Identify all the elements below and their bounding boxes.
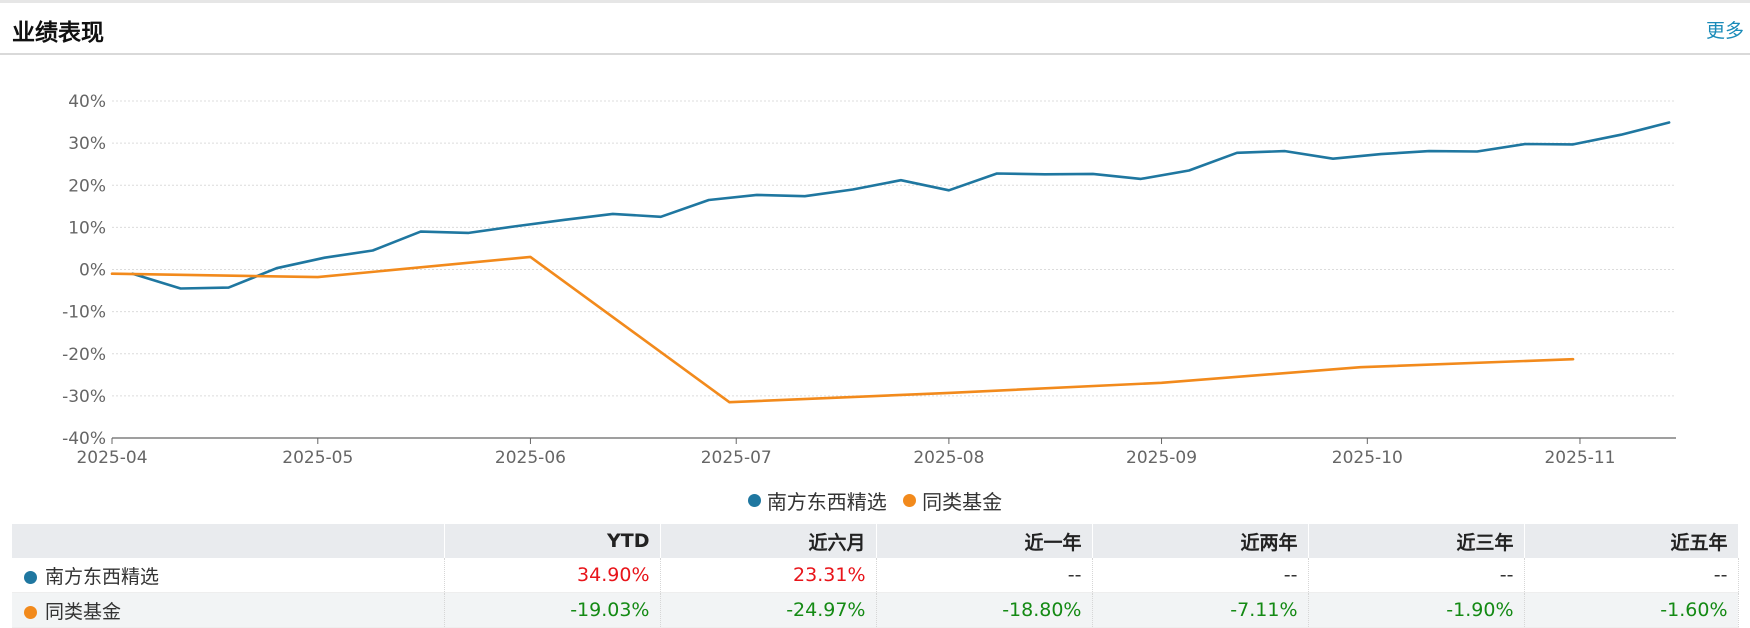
column-header: 近五年: [1524, 524, 1739, 558]
y-tick-label: 20%: [68, 176, 106, 196]
value-cell: -7.11%: [1092, 592, 1309, 628]
y-tick-label: -10%: [62, 303, 106, 323]
y-tick-label: -20%: [62, 345, 106, 365]
row-name: 同类基金: [45, 600, 122, 623]
y-tick-label: -40%: [62, 429, 106, 449]
row-marker-peer: [24, 605, 37, 619]
value-cell: 23.31%: [660, 558, 877, 593]
table-header-row: YTD 近六月 近一年 近两年 近三年 近五年: [12, 524, 1739, 558]
column-header: 近一年: [876, 524, 1093, 558]
section-header: 业绩表现 更多: [0, 3, 1750, 55]
x-tick-label: 2025-04: [76, 448, 147, 468]
y-tick-label: -30%: [62, 387, 106, 407]
row-name: 南方东西精选: [45, 565, 160, 588]
table-row: 同类基金 -19.03% -24.97% -18.80% -7.11% -1.9…: [12, 592, 1739, 628]
y-tick-label: 40%: [68, 92, 106, 112]
section-title: 业绩表现: [12, 20, 104, 46]
performance-table: YTD 近六月 近一年 近两年 近三年 近五年 南方东西精选 34.90% 23…: [12, 524, 1739, 628]
value-cell: -18.80%: [876, 592, 1093, 628]
column-header: 近三年: [1308, 524, 1525, 558]
legend-label-fund: 南方东西精选: [766, 490, 887, 514]
legend-label-peer: 同类基金: [922, 490, 1003, 514]
x-tick-label: 2025-08: [913, 448, 984, 468]
value-cell: -1.60%: [1524, 592, 1739, 628]
performance-line-chart: -40% -30% -20% -10% 0% 10% 20% 30% 40% 2025-04 202…: [62, 92, 1676, 468]
row-name-cell: 同类基金: [12, 592, 445, 628]
y-tick-label: 0%: [79, 261, 106, 281]
value-cell: --: [1524, 558, 1739, 593]
column-header: 近六月: [660, 524, 877, 558]
x-tick-label: 2025-05: [282, 448, 353, 468]
legend-marker-peer: [903, 494, 917, 507]
table-row: 南方东西精选 34.90% 23.31% -- -- -- --: [12, 558, 1739, 593]
x-tick-label: 2025-06: [495, 448, 566, 468]
y-tick-label: 30%: [68, 134, 106, 154]
x-tick-label: 2025-09: [1126, 448, 1197, 468]
value-cell: --: [1092, 558, 1309, 593]
row-name-cell: 南方东西精选: [12, 558, 445, 593]
axes: -40% -30% -20% -10% 0% 10% 20% 30% 40% 2025-04 202…: [62, 92, 1676, 468]
column-header: [12, 524, 445, 558]
chart-legend: 南方东西精选 同类基金: [0, 486, 1750, 515]
series-line-fund: [131, 121, 1671, 290]
x-tick-label: 2025-07: [701, 448, 772, 468]
legend-item-fund[interactable]: 南方东西精选: [747, 486, 887, 515]
series-line-peer: [110, 255, 1575, 404]
top-border: [0, 0, 1750, 3]
value-cell: -19.03%: [444, 592, 661, 628]
legend-item-peer[interactable]: 同类基金: [903, 486, 1002, 515]
value-cell: -1.90%: [1308, 592, 1525, 628]
value-cell: --: [1308, 558, 1525, 593]
series-lines: [110, 121, 1671, 404]
column-header: YTD: [444, 524, 661, 558]
more-link[interactable]: 更多: [1705, 20, 1744, 42]
grid-lines: [112, 100, 1676, 397]
column-header: 近两年: [1092, 524, 1309, 558]
row-marker-fund: [24, 570, 37, 584]
value-cell: -24.97%: [660, 592, 877, 628]
y-tick-label: 10%: [68, 218, 106, 238]
x-tick-label: 2025-11: [1544, 448, 1615, 468]
legend-marker-fund: [747, 494, 761, 507]
value-cell: 34.90%: [444, 558, 661, 593]
value-cell: --: [876, 558, 1093, 593]
x-tick-label: 2025-10: [1332, 448, 1403, 468]
